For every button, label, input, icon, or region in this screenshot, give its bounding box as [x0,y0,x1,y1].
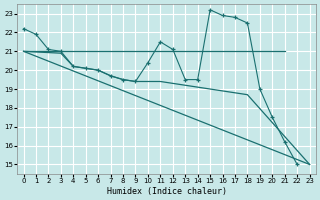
X-axis label: Humidex (Indice chaleur): Humidex (Indice chaleur) [107,187,227,196]
